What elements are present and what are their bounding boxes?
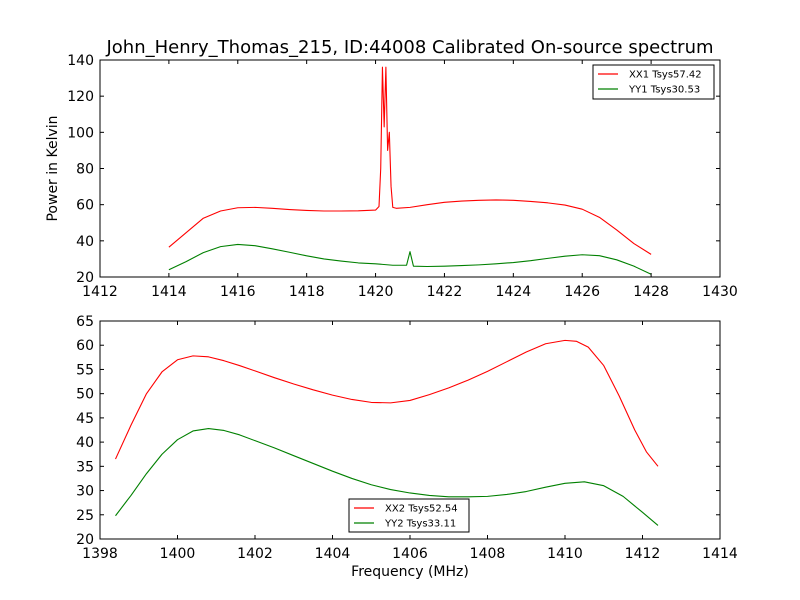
x-tick-label: 1410 [547,546,583,562]
series-line-1-1 [168,66,652,255]
legend-box [592,64,715,100]
x-tick-label: 1414 [702,546,738,562]
x-tick-label: 1420 [358,284,394,300]
y-tick-label: 120 [67,89,94,105]
x-tick-label: 1428 [633,284,669,300]
y-tick-label: 35 [76,459,94,475]
y-tick-label: 80 [76,162,94,178]
y-tick-label: 25 [76,508,94,524]
y-tick-label: 40 [76,234,94,250]
x-tick-label: 1408 [470,546,506,562]
y-tick-label: 20 [76,532,94,548]
legend-label: YY1 Tsys30.53 [628,85,700,96]
series-line-1-2 [168,243,652,275]
chart-title: John_Henry_Thomas_215, ID:44008 Calibrat… [105,37,713,58]
series-line-2-1 [114,339,659,467]
legend-box [348,498,470,533]
x-tick-label: 1400 [160,546,196,562]
x-tick-label: 1404 [315,546,351,562]
y-tick-label: 140 [67,53,94,69]
x-tick-label: 1402 [237,546,273,562]
legend-label: YY2 Tsys33.11 [384,519,456,530]
y-tick-label: 100 [67,125,94,141]
x-tick-label: 1418 [289,284,325,300]
legend-label: XX1 Tsys57.42 [629,70,702,81]
x-tick-label: 1414 [151,284,187,300]
x-tick-label: 1426 [564,284,600,300]
y-tick-label: 20 [76,270,94,286]
subplot-1: 1412 1414 1416 1418 1420 1422 1424 1426 1428 1430… [45,53,738,300]
x-tick-label: 1412 [82,284,118,300]
y-tick-label: 45 [76,411,94,427]
y-axis-label: Power in Kelvin [45,115,61,221]
x-tick-label: 1430 [702,284,738,300]
legend-label: XX2 Tsys52.54 [385,504,458,515]
x-tick-label: 1416 [220,284,256,300]
x-tick-label: 1412 [625,546,661,562]
y-tick-label: 60 [76,338,94,354]
legend-2: XX2 Tsys52.54 YY2 Tsys33.11 [348,498,470,533]
y-tick-label: 30 [76,484,94,500]
series-line-2-2 [115,427,659,526]
x-tick-label: 1422 [427,284,463,300]
x-tick-label: 1406 [392,546,428,562]
y-tick-label: 40 [76,435,94,451]
plots-layer: 1412 1414 1416 1418 1420 1422 1424 1426 1428 1430… [45,53,738,580]
x-tick-label: 1424 [496,284,532,300]
legend-1: XX1 Tsys57.42 YY1 Tsys30.53 [592,64,715,100]
x-axis-label: Frequency (MHz) [351,564,469,580]
y-tick-label: 65 [76,314,94,330]
x-tick-label: 1398 [82,546,118,562]
subplot-2: 1398 1400 1402 1404 1406 1408 1410 1412 1414 20 25… [76,314,738,580]
y-tick-label: 55 [76,362,94,378]
y-tick-label: 50 [76,387,94,403]
y-tick-label: 60 [76,198,94,214]
